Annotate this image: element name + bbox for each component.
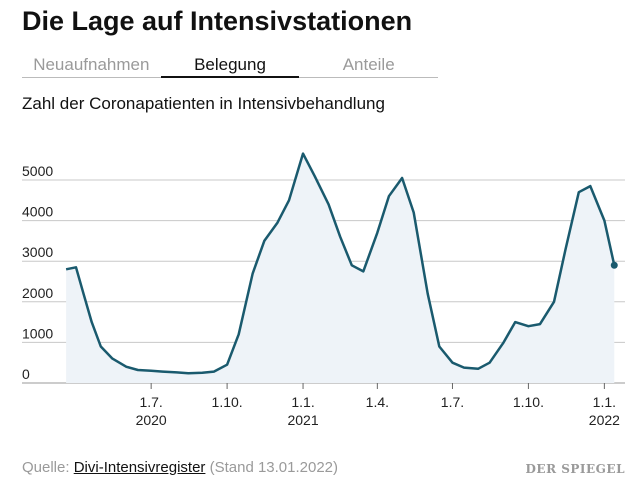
series-area [66, 153, 615, 383]
series-end-point [610, 261, 618, 269]
x-tick-label: 1.10. [212, 394, 243, 410]
y-tick-label: 5000 [22, 163, 53, 179]
tab-bar: Neuaufnahmen Belegung Anteile [22, 55, 438, 78]
x-tick-year-label: 2022 [589, 412, 620, 428]
x-axis: 1.7. 2020 1.10. 1.1. 2021 1.4. 1.7. 1.10. 1.1. 20… [136, 383, 620, 428]
y-tick-label: 4000 [22, 204, 53, 220]
x-tick-label: 1.1. [291, 394, 314, 410]
tab-neuaufnahmen[interactable]: Neuaufnahmen [33, 55, 150, 74]
x-tick-label: 1.7. [441, 394, 464, 410]
publisher-logo: DER SPIEGEL [525, 462, 625, 476]
source-link[interactable]: Divi-Intensivregister [73, 459, 206, 476]
x-tick-label: 1.1. [593, 394, 616, 410]
x-tick-year-label: 2021 [287, 412, 318, 428]
y-tick-label: 3000 [22, 244, 53, 260]
x-tick-label: 1.7. [139, 394, 162, 410]
y-tick-label: 0 [22, 366, 30, 382]
x-tick-label: 1.4. [366, 394, 389, 410]
x-tick-year-label: 2020 [136, 412, 167, 428]
series-line [65, 152, 616, 375]
page-title: Die Lage auf Intensivstationen [22, 6, 413, 36]
source-prefix: Quelle: [22, 459, 74, 476]
y-tick-label: 2000 [22, 285, 53, 301]
source-date: (Stand 13.01.2022) [205, 459, 339, 476]
tab-anteile[interactable]: Anteile [342, 55, 395, 74]
chart-area: 0 1000 2000 3000 4000 5000 1.7. 2020 1.10. 1.1. 2… [22, 152, 625, 428]
footer-source: Quelle: Divi-Intensivregister (Stand 13.… [22, 459, 338, 476]
x-tick-label: 1.10. [513, 394, 544, 410]
y-tick-label: 1000 [22, 325, 53, 341]
chart-title: Zahl der Coronapatienten in Intensivbeha… [22, 94, 385, 113]
tab-belegung[interactable]: Belegung [160, 55, 300, 78]
